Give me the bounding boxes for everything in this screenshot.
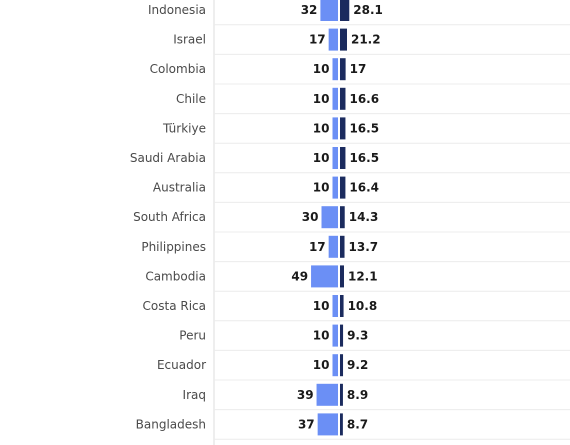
category-label: Australia <box>153 181 206 195</box>
bar-right <box>340 0 350 21</box>
value-label-right: 13.7 <box>349 240 379 254</box>
value-label-left: 10 <box>313 329 330 343</box>
bar-right <box>340 147 346 169</box>
category-label: Chile <box>176 92 206 106</box>
bar-left <box>311 265 338 288</box>
category-label: Cambodia <box>145 269 206 283</box>
category-label: Colombia <box>150 62 206 76</box>
value-label-left: 49 <box>291 269 308 283</box>
value-label-right: 21.2 <box>351 33 381 47</box>
value-label-right: 8.7 <box>347 417 368 431</box>
value-label-left: 10 <box>313 121 330 135</box>
value-label-left: 10 <box>313 358 330 372</box>
category-label: Philippines <box>141 240 206 254</box>
value-label-right: 10.8 <box>348 299 378 313</box>
bar-left <box>332 117 338 140</box>
bar-right <box>340 265 344 288</box>
bar-left <box>332 295 338 317</box>
category-label: Israel <box>173 33 206 47</box>
category-label: Saudi Arabia <box>130 151 206 165</box>
bar-left <box>332 354 338 377</box>
value-label-left: 17 <box>309 33 326 47</box>
bar-right <box>340 117 346 140</box>
value-label-left: 32 <box>301 3 318 17</box>
value-label-left: 17 <box>309 240 326 254</box>
value-label-right: 16.5 <box>349 121 379 135</box>
value-label-right: 9.2 <box>347 358 368 372</box>
value-label-left: 10 <box>313 299 330 313</box>
bar-right <box>340 324 344 347</box>
value-label-left: 10 <box>313 181 330 195</box>
value-label-right: 16.4 <box>349 181 379 195</box>
bar-left <box>332 324 338 347</box>
bar-left <box>332 176 338 199</box>
bar-left <box>328 28 338 51</box>
value-label-left: 10 <box>313 62 330 76</box>
bar-left <box>332 87 338 110</box>
value-label-left: 10 <box>313 92 330 106</box>
bar-left <box>320 0 338 21</box>
value-label-right: 17 <box>350 62 367 76</box>
bar-left <box>328 235 338 258</box>
bar-left <box>332 58 338 81</box>
category-label: Ecuador <box>157 358 206 372</box>
value-label-left: 39 <box>297 388 314 402</box>
value-label-left: 10 <box>313 151 330 165</box>
bar-right <box>340 58 346 81</box>
bar-right <box>340 235 345 258</box>
bar-right <box>340 354 344 377</box>
category-label: Iraq <box>183 388 206 402</box>
bar-right <box>340 176 346 199</box>
value-label-right: 16.5 <box>349 151 379 165</box>
bar-right <box>340 87 346 110</box>
bar-right <box>340 295 344 317</box>
value-label-left: 30 <box>302 210 319 224</box>
value-label-right: 8.9 <box>347 388 368 402</box>
category-label: Costa Rica <box>143 299 206 313</box>
bar-right <box>340 413 343 436</box>
bar-right <box>340 383 343 406</box>
bar-left <box>321 206 338 229</box>
value-label-right: 12.1 <box>348 269 378 283</box>
category-label: Peru <box>179 329 206 343</box>
value-label-right: 14.3 <box>349 210 379 224</box>
category-label: Türkiye <box>162 121 206 135</box>
category-label: Bangladesh <box>136 417 206 431</box>
category-label: South Africa <box>133 210 206 224</box>
bar-right <box>340 28 347 51</box>
value-label-right: 16.6 <box>349 92 379 106</box>
bar-left <box>317 413 338 436</box>
category-label: Indonesia <box>148 3 206 17</box>
bar-left <box>332 147 338 169</box>
value-label-right: 9.3 <box>347 329 368 343</box>
bar-left <box>316 383 338 406</box>
value-label-left: 37 <box>298 417 315 431</box>
bar-right <box>340 206 345 229</box>
value-label-right: 28.1 <box>353 3 383 17</box>
